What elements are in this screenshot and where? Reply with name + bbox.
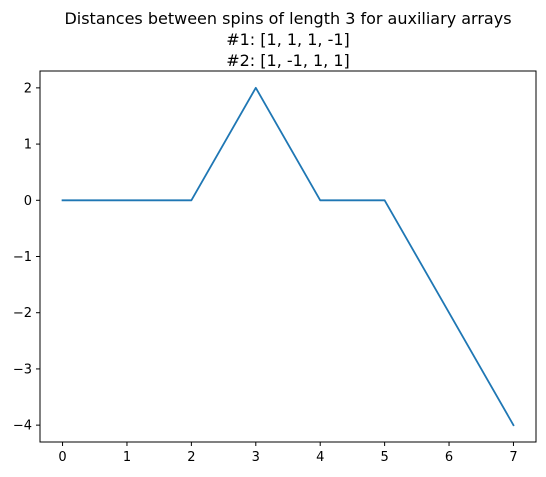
y-tick-label: 1: [24, 138, 32, 153]
x-tick-label: 5: [380, 450, 388, 465]
x-tick-label: 7: [509, 450, 517, 465]
chart-title: Distances between spins of length 3 for …: [64, 9, 511, 70]
plot-area: 0 1 2 3 4 5 6 7 2 1 0 −1 −2 −3 −4: [13, 70, 537, 465]
y-tick-label: −3: [13, 362, 32, 377]
y-tick-label: 0: [24, 194, 32, 209]
y-tick-label: −1: [13, 250, 32, 265]
chart-title-line-3: #2: [1, -1, 1, 1]: [226, 51, 350, 70]
y-tick-label: 2: [24, 81, 32, 96]
series-group: [61, 86, 515, 427]
x-tick-label: 6: [445, 450, 453, 465]
y-axis: 2 1 0 −1 −2 −3 −4: [13, 81, 40, 434]
x-tick-label: 3: [252, 450, 260, 465]
chart-title-line-1: Distances between spins of length 3 for …: [64, 9, 511, 28]
x-tick-label: 4: [316, 450, 324, 465]
y-tick-label: −4: [13, 419, 32, 434]
chart-title-line-2: #1: [1, 1, 1, -1]: [226, 30, 350, 49]
series-line: [61, 86, 515, 427]
x-tick-label: 2: [187, 450, 195, 465]
y-tick-label: −2: [13, 306, 32, 321]
x-tick-label: 1: [123, 450, 131, 465]
plot-frame: [39, 70, 537, 443]
x-axis: 0 1 2 3 4 5 6 7: [58, 442, 518, 465]
x-tick-label: 0: [58, 450, 66, 465]
